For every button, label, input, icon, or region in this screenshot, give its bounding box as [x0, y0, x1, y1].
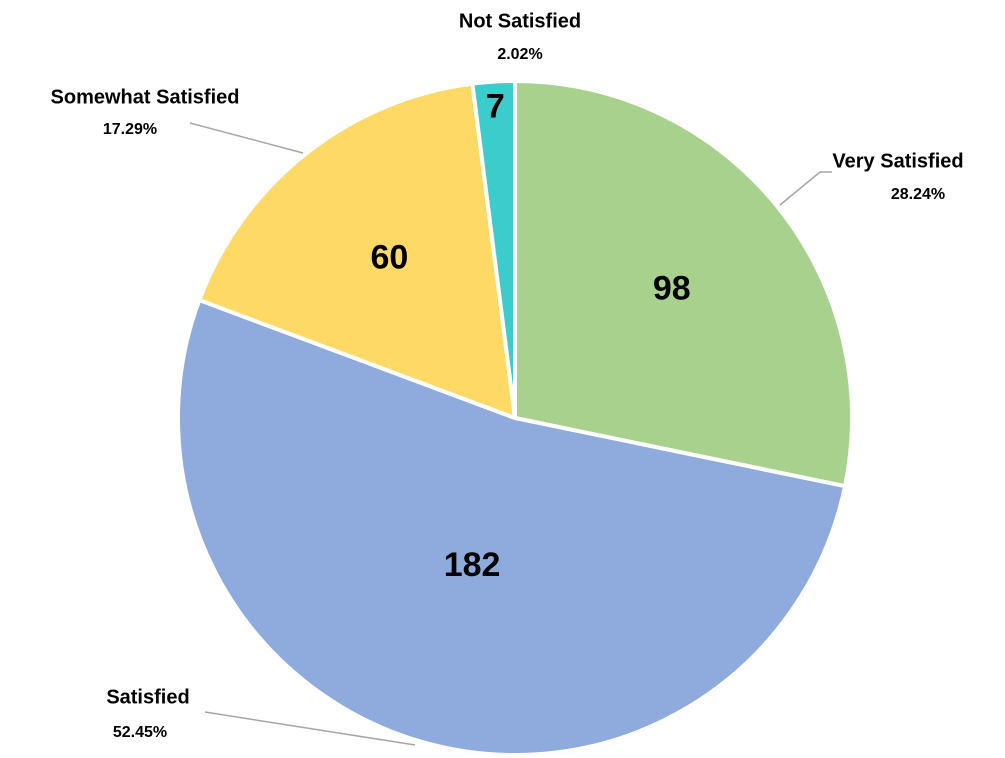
value-label: 98	[653, 269, 691, 307]
leader-line	[204, 711, 416, 746]
pie-slice	[176, 298, 848, 757]
category-label: Not Satisfied	[459, 10, 581, 32]
value-label: 7	[486, 88, 505, 126]
category-label: Satisfied	[106, 686, 189, 708]
percent-label: 2.02%	[497, 46, 542, 63]
pie-slice	[197, 81, 517, 420]
leader-line	[189, 122, 304, 154]
value-label: 182	[444, 546, 501, 584]
category-label: Very Satisfied	[832, 150, 963, 172]
percent-label: 52.45%	[113, 724, 167, 741]
pie-slice	[513, 79, 854, 489]
percent-label: 28.24%	[891, 186, 945, 203]
percent-label: 17.29%	[103, 121, 157, 138]
value-label: 60	[371, 238, 409, 276]
leader-line	[779, 171, 832, 206]
pie-slice	[470, 79, 517, 420]
category-label: Somewhat Satisfied	[51, 86, 240, 108]
